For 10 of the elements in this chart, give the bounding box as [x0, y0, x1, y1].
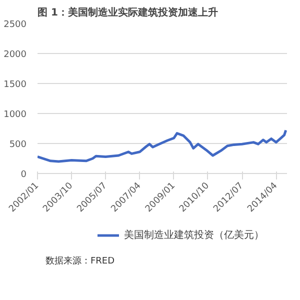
y-tick-label: 0 — [20, 170, 27, 180]
line-series — [38, 129, 287, 163]
chart-title: 图 1：美国制造业实际建筑投资加速上升 — [38, 6, 218, 18]
y-tick-label: 1500 — [4, 80, 27, 90]
legend-label: 美国制造业建筑投资（亿美元） — [124, 228, 264, 242]
source-note: 数据来源：FRED — [46, 256, 115, 266]
y-tick-label: 500 — [9, 140, 27, 150]
y-tick-label: 2000 — [4, 50, 27, 60]
y-tick-label: 2500 — [4, 20, 27, 30]
y-tick-label: 1000 — [4, 110, 27, 120]
